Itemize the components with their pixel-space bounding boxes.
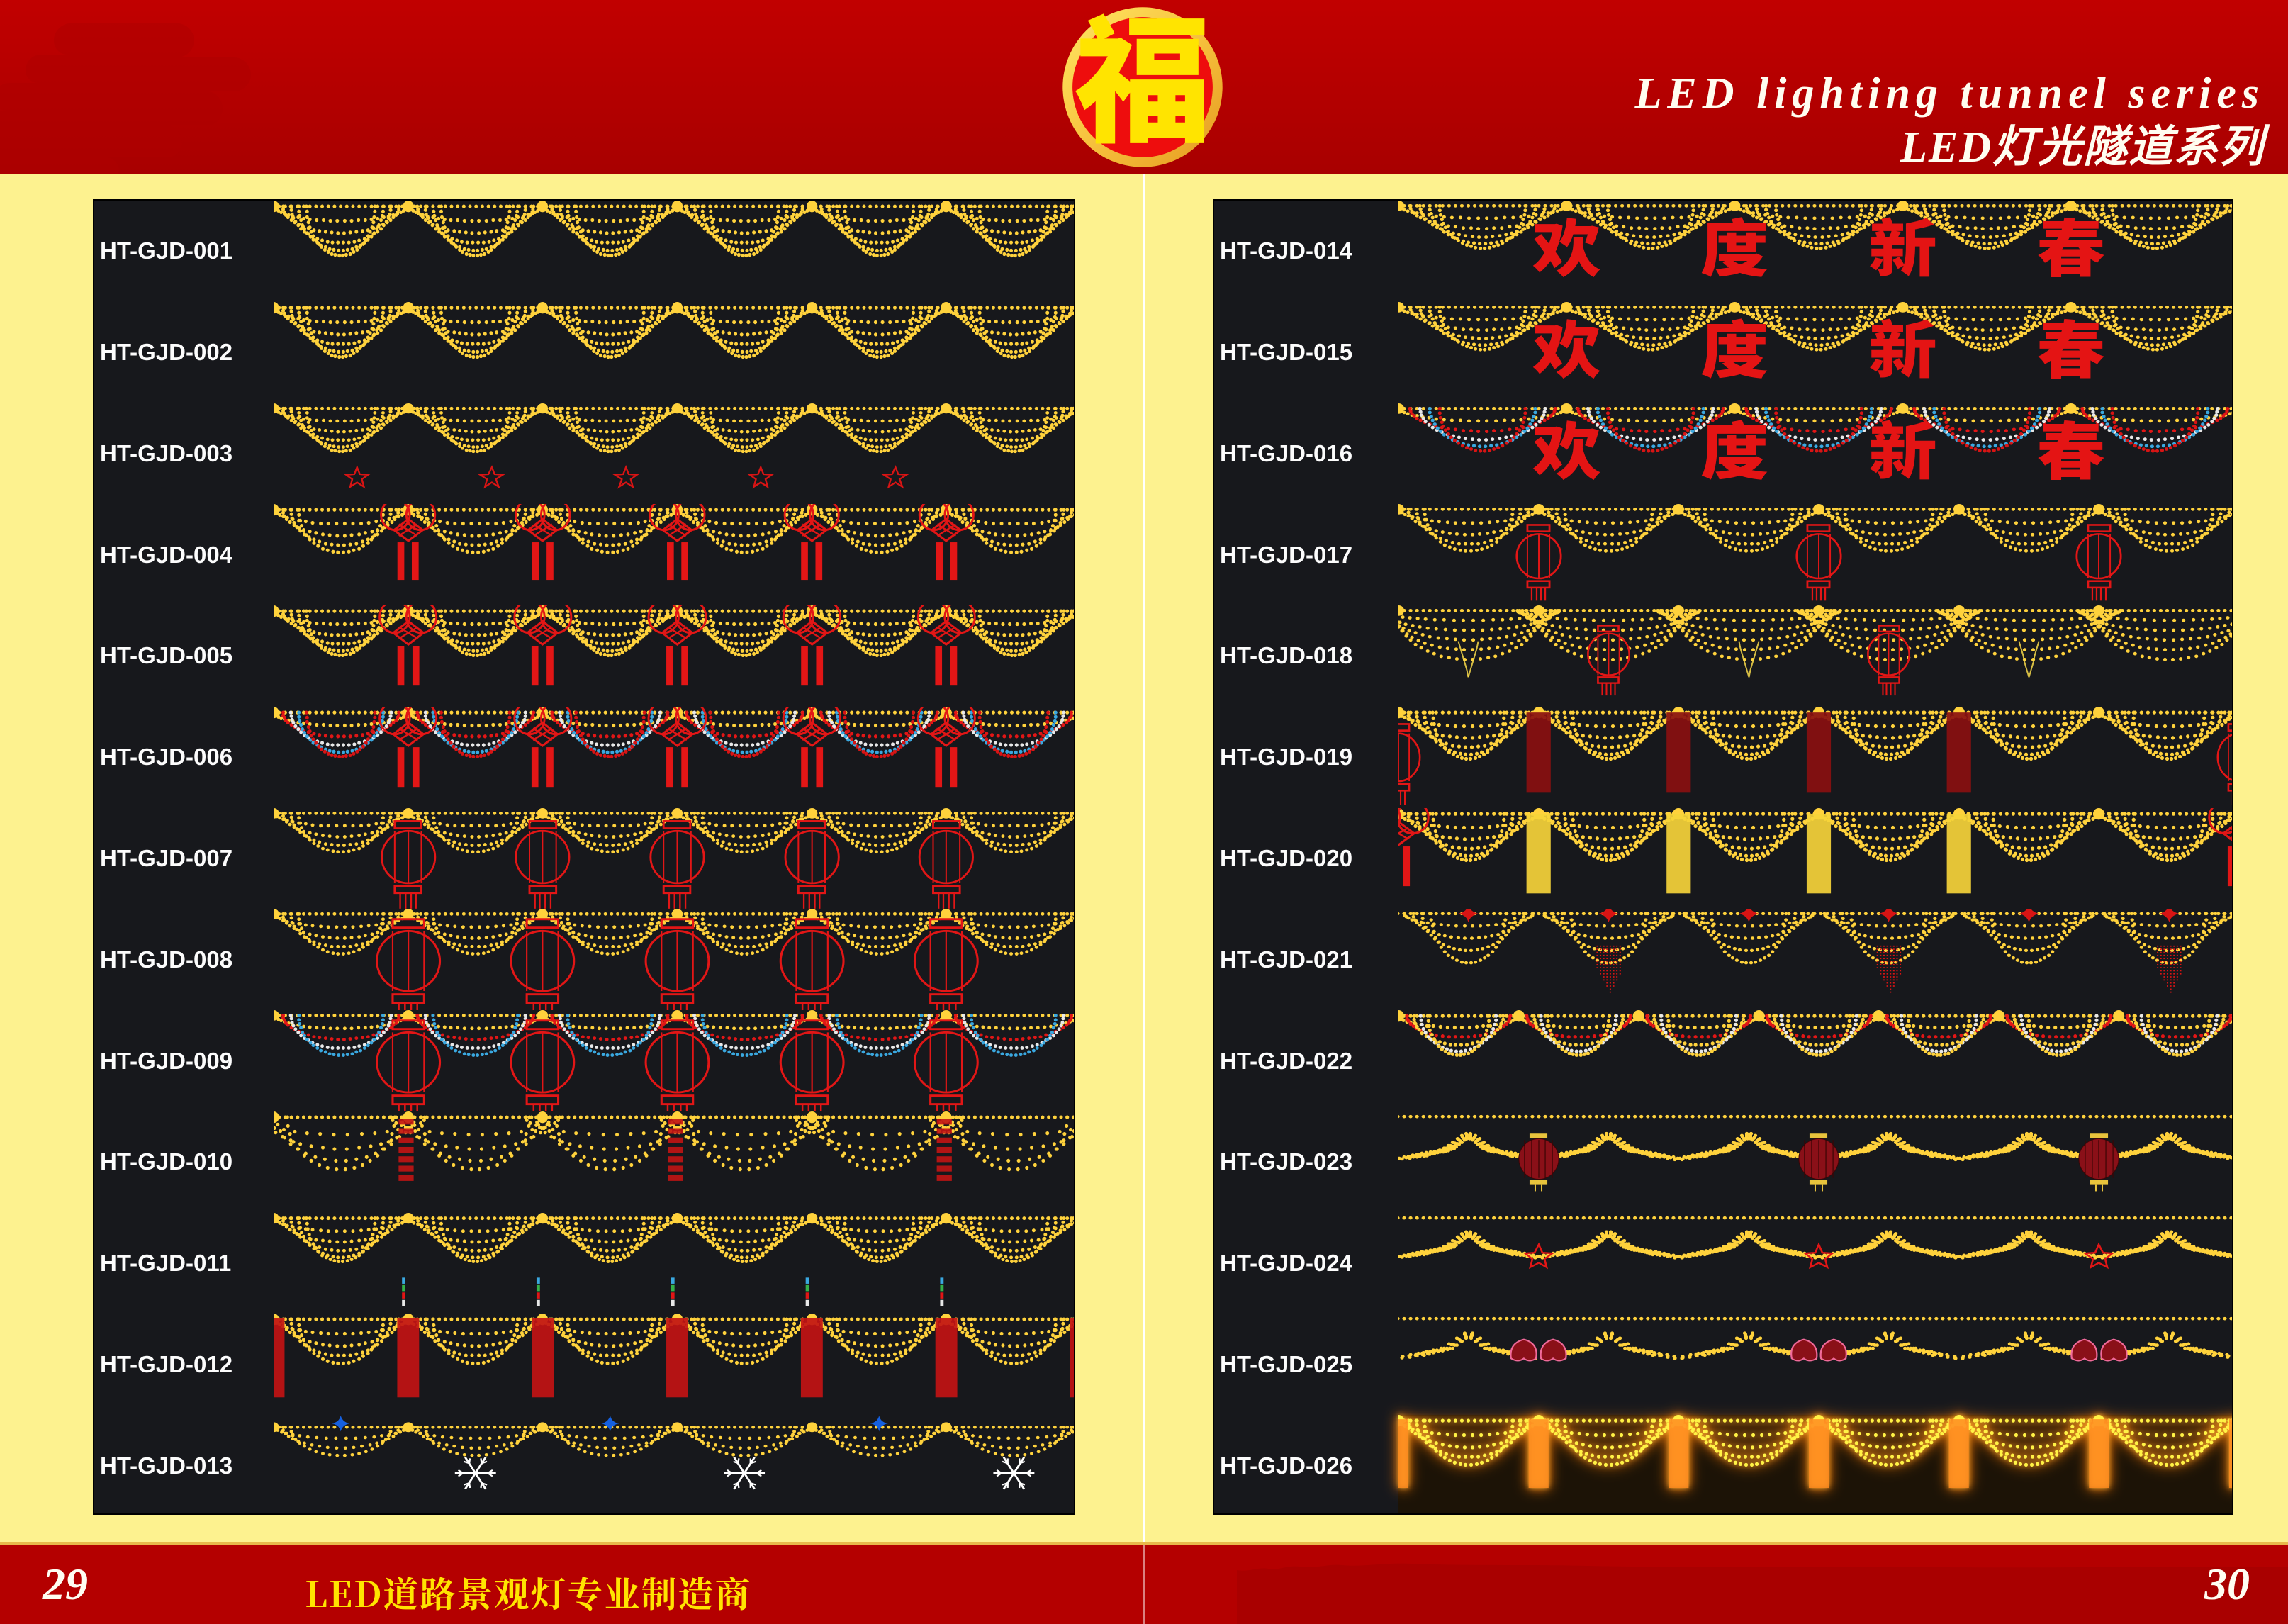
svg-text:福: 福 xyxy=(1074,6,1211,169)
